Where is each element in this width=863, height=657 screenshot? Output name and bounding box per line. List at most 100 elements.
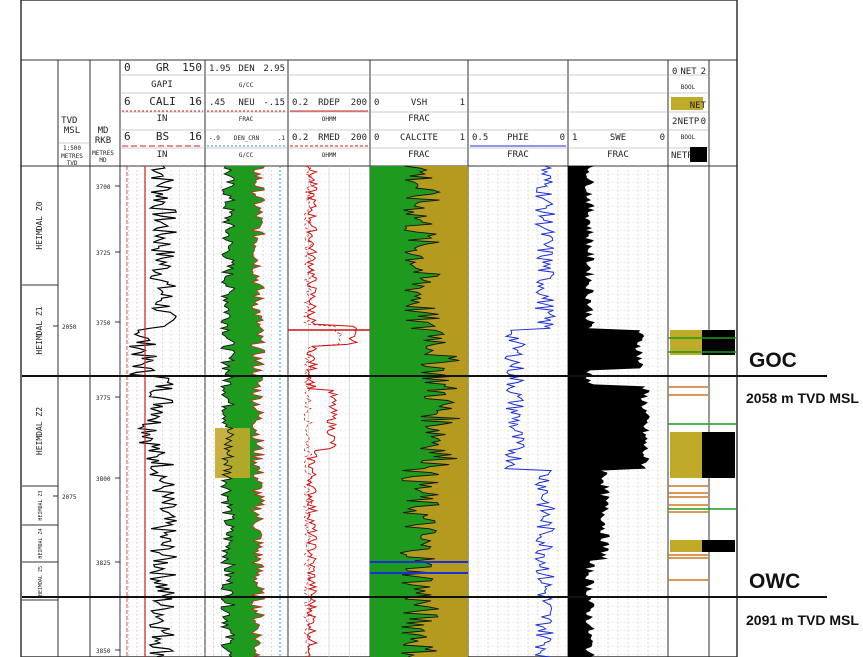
tvd-header: TVD MSL bbox=[61, 116, 83, 136]
calcite-header-max: 1 bbox=[460, 133, 465, 143]
cali-header-name: CALI bbox=[149, 95, 176, 108]
md-units: METRES bbox=[92, 150, 114, 157]
calcite-header-min: 0 bbox=[374, 133, 379, 143]
neu-header-max: -.15 bbox=[263, 98, 285, 108]
zone-label: HEIMDAL Z5 bbox=[38, 566, 44, 596]
rmed-header-min: 0.2 bbox=[292, 133, 308, 143]
rdep-header-min: 0.2 bbox=[292, 98, 308, 108]
rmed-header-max: 200 bbox=[351, 133, 367, 143]
net-flag bbox=[670, 540, 702, 552]
dencrn-header-name: DEN_CRN bbox=[234, 135, 260, 142]
dencrn-header-min: -.9 bbox=[209, 135, 220, 142]
cali-unit: IN bbox=[157, 114, 168, 124]
gr-curve bbox=[129, 165, 178, 657]
den-unit: G/CC bbox=[239, 82, 254, 89]
vsh-header-name: VSH bbox=[411, 98, 427, 108]
bs-header-max: 16 bbox=[189, 130, 202, 143]
swe-header-max: 0 bbox=[660, 133, 665, 143]
neu-curve bbox=[249, 165, 266, 657]
zone-label: HEIMDAL Z0 bbox=[35, 201, 44, 249]
netp-legend: NETP bbox=[671, 151, 693, 161]
phie-header-min: 0.5 bbox=[472, 133, 488, 143]
md-header: MD bbox=[98, 126, 109, 136]
bs-header-min: 6 bbox=[124, 130, 131, 143]
tvd-scale: 1:500 bbox=[63, 145, 81, 152]
zone-label: HEIMDAL Z4 bbox=[38, 528, 44, 558]
den-curve bbox=[219, 165, 237, 657]
md-tick-3825: 3825 bbox=[96, 560, 111, 567]
neu-header-min: .45 bbox=[209, 98, 225, 108]
owc-depth: 2091 m TVD MSL bbox=[746, 612, 859, 628]
tvd-tick-2075: 2075 bbox=[62, 494, 77, 501]
rmed-header-name: RMED bbox=[318, 133, 340, 143]
log-header: TVD MSL 1:500 METRES TVD MD RKB METRES M… bbox=[61, 61, 707, 167]
swe-unit: FRAC bbox=[607, 150, 629, 160]
rdep-header-max: 200 bbox=[351, 98, 367, 108]
phie-curve bbox=[503, 165, 557, 657]
log-curves bbox=[126, 165, 737, 657]
netp-unit: BOOL bbox=[681, 134, 696, 141]
netp-header-name: NETP bbox=[678, 117, 700, 127]
calcite-header-name: CALCITE bbox=[400, 133, 438, 143]
md-tick-3800: 3800 bbox=[96, 476, 111, 483]
netp-flag bbox=[702, 432, 735, 478]
goc-depth: 2058 m TVD MSL bbox=[746, 390, 859, 406]
dencrn-unit: G/CC bbox=[239, 152, 254, 159]
phie-header-name: PHIE bbox=[507, 133, 529, 143]
netp-flag bbox=[702, 540, 735, 552]
den-neu-crossover bbox=[215, 428, 250, 478]
vsh-unit: FRAC bbox=[408, 114, 430, 124]
cali-header-min: 6 bbox=[124, 95, 131, 108]
phie-header-max: 0 bbox=[560, 133, 565, 143]
svg-text:MD: MD bbox=[99, 157, 107, 164]
zone-label: HEIMDAL Z3 bbox=[38, 490, 44, 520]
net-header-name: NET bbox=[680, 67, 697, 77]
tvd-units: METRES bbox=[61, 153, 83, 160]
owc-label: OWC bbox=[749, 570, 800, 593]
phie-unit: FRAC bbox=[507, 150, 529, 160]
svg-text:TVD: TVD bbox=[67, 160, 78, 167]
md-tick-3700: 3700 bbox=[96, 184, 111, 191]
gr-header-min: 0 bbox=[124, 61, 131, 74]
den-neu-fill bbox=[221, 166, 265, 657]
net-legend: NET bbox=[690, 101, 707, 111]
swe-header-name: SWE bbox=[610, 133, 626, 143]
depth-labels: 3700 3725 3750 3775 3800 3825 3850 2050 2075 HEIM… bbox=[22, 184, 120, 655]
net-header-max: 2 bbox=[701, 67, 706, 77]
calcite-unit: FRAC bbox=[408, 150, 430, 160]
md-tick-3775: 3775 bbox=[96, 395, 111, 402]
zone-label: HEIMDAL Z1 bbox=[35, 306, 44, 354]
den-header-min: 1.95 bbox=[209, 64, 231, 74]
cali-header-max: 16 bbox=[189, 95, 202, 108]
netp-legend-swatch bbox=[690, 147, 707, 162]
gr-header-max: 150 bbox=[182, 61, 202, 74]
md-tick-3850: 3850 bbox=[96, 648, 111, 655]
fluid-contacts: GOC 2058 m TVD MSL OWC 2091 m TVD MSL bbox=[22, 349, 859, 628]
swe-header-min: 1 bbox=[572, 133, 577, 143]
gr-unit: GAPI bbox=[151, 80, 173, 90]
den-header-name: DEN bbox=[238, 64, 254, 74]
rdep-header-name: RDEP bbox=[318, 98, 340, 108]
dencrn-header-max: .1 bbox=[278, 135, 286, 142]
md-tick-3725: 3725 bbox=[96, 250, 111, 257]
vsh-header-max: 1 bbox=[460, 98, 465, 108]
vsh-header-min: 0 bbox=[374, 98, 379, 108]
neu-header-name: NEU bbox=[238, 98, 254, 108]
tvd-tick-2050: 2050 bbox=[62, 324, 77, 331]
gr-header-name: GR bbox=[156, 61, 170, 74]
vsh-curve bbox=[399, 165, 460, 657]
bs-unit: IN bbox=[157, 150, 168, 160]
net-header-min: 0 bbox=[672, 67, 677, 77]
rmed-unit: OHMM bbox=[322, 152, 337, 159]
rdep-curve bbox=[305, 165, 359, 657]
netp-header-max: 0 bbox=[701, 117, 706, 127]
netp-flag bbox=[702, 330, 735, 355]
swe-fill bbox=[568, 166, 650, 657]
zone-label: HEIMDAL Z2 bbox=[35, 407, 44, 455]
net-flag bbox=[670, 330, 702, 355]
net-unit: BOOL bbox=[681, 84, 696, 91]
den-header-max: 2.95 bbox=[263, 64, 285, 74]
md-tick-3750: 3750 bbox=[96, 320, 111, 327]
goc-label: GOC bbox=[749, 349, 797, 372]
